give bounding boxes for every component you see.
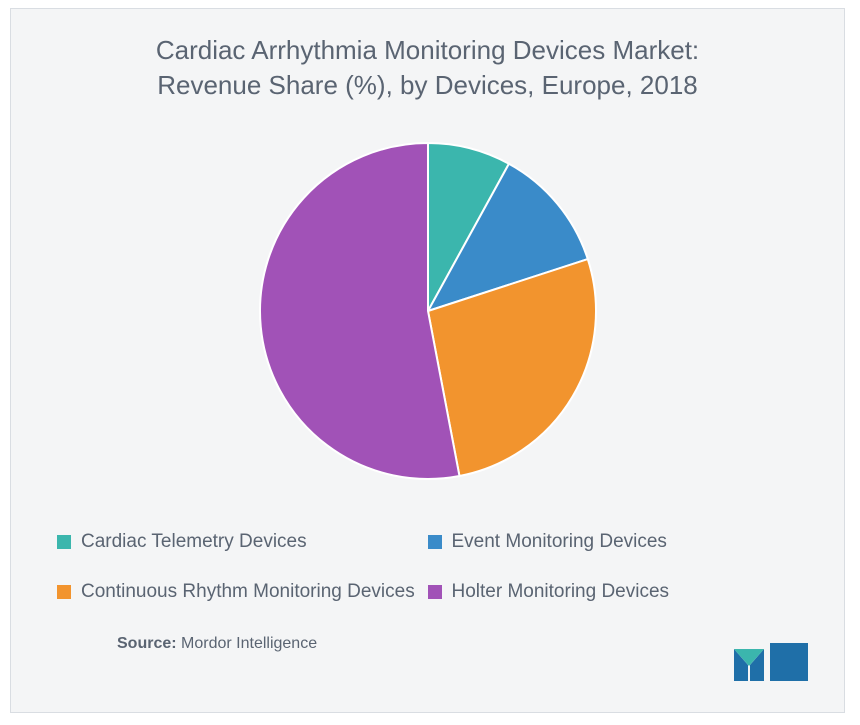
legend-label: Holter Monitoring Devices [452, 581, 670, 603]
legend-label: Cardiac Telemetry Devices [81, 531, 307, 553]
legend-swatch [428, 585, 442, 599]
brand-logo [732, 635, 810, 690]
pie-chart [228, 121, 628, 501]
title-line-2: Revenue Share (%), by Devices, Europe, 2… [157, 70, 698, 100]
legend-item: Continuous Rhythm Monitoring Devices [57, 581, 428, 603]
title-line-1: Cardiac Arrhythmia Monitoring Devices Ma… [156, 35, 699, 65]
chart-card: Cardiac Arrhythmia Monitoring Devices Ma… [10, 8, 845, 713]
legend-swatch [428, 535, 442, 549]
legend-item: Event Monitoring Devices [428, 531, 799, 553]
legend-swatch [57, 535, 71, 549]
legend-label: Continuous Rhythm Monitoring Devices [81, 581, 415, 603]
legend-item: Cardiac Telemetry Devices [57, 531, 428, 553]
source-label: Source: [117, 635, 177, 652]
source-attribution: Source: Mordor Intelligence [47, 635, 808, 653]
pie-chart-container [47, 121, 808, 501]
legend-item: Holter Monitoring Devices [428, 581, 799, 603]
logo-icon [732, 635, 810, 685]
legend: Cardiac Telemetry Devices Event Monitorin… [47, 531, 808, 603]
chart-title: Cardiac Arrhythmia Monitoring Devices Ma… [47, 33, 808, 103]
legend-label: Event Monitoring Devices [452, 531, 667, 553]
source-value: Mordor Intelligence [181, 635, 317, 652]
legend-swatch [57, 585, 71, 599]
